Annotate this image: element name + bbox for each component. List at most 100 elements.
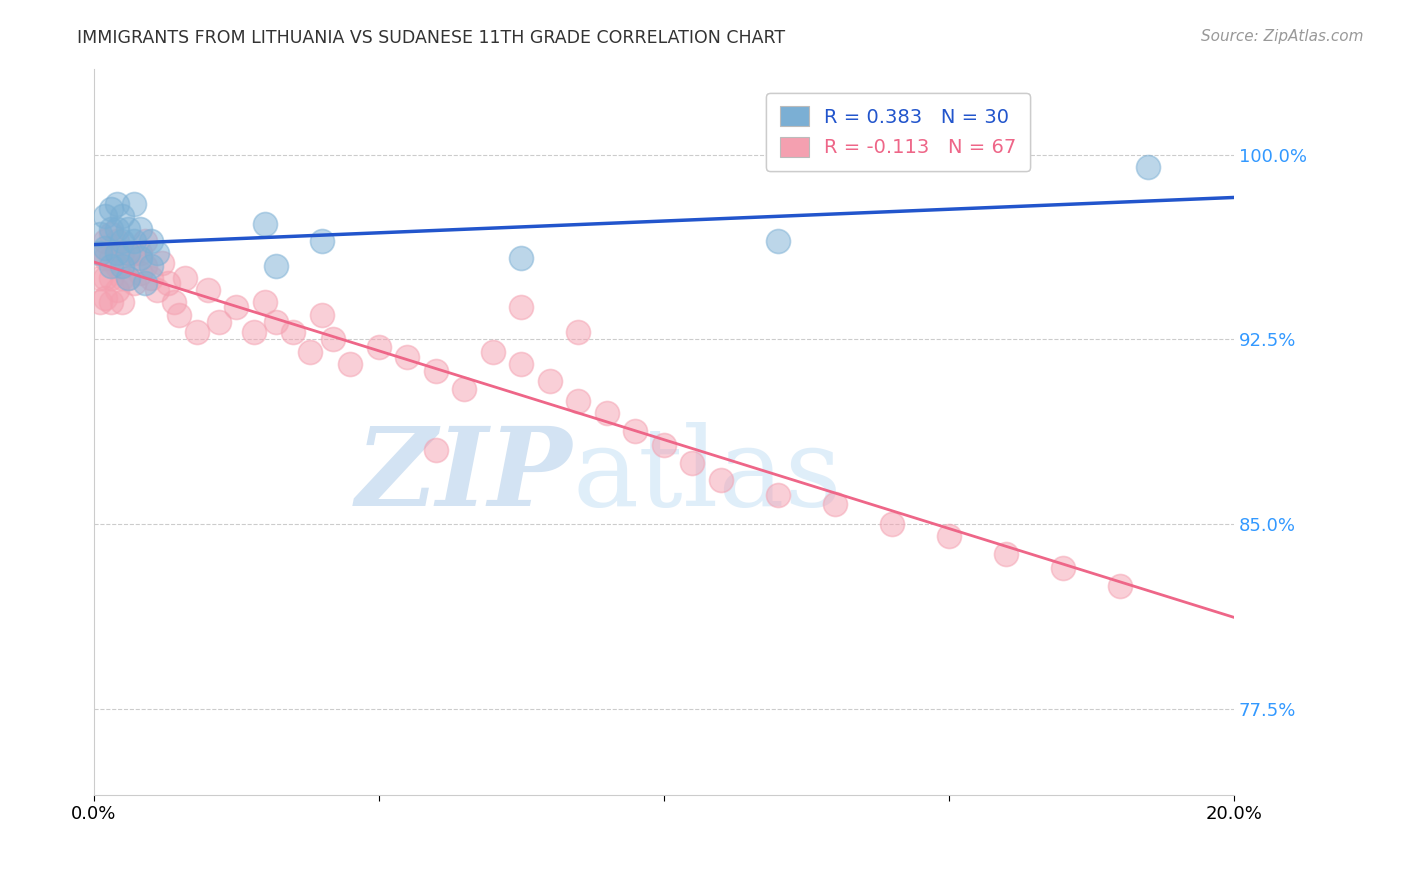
Point: [134, 259, 156, 273]
Text: Source: ZipAtlas.com: Source: ZipAtlas.com: [1201, 29, 1364, 44]
Point: [117, 246, 139, 260]
Point: [128, 246, 150, 260]
Point: [510, 357, 533, 371]
Point: [339, 357, 361, 371]
Point: [111, 259, 134, 273]
Point: [105, 259, 128, 273]
Point: [567, 394, 589, 409]
Point: [1108, 579, 1130, 593]
Point: [994, 547, 1017, 561]
Point: [311, 308, 333, 322]
Point: [596, 406, 619, 420]
Point: [367, 340, 389, 354]
Point: [122, 197, 145, 211]
Point: [652, 438, 675, 452]
Point: [766, 234, 789, 248]
Point: [100, 295, 122, 310]
Point: [163, 295, 186, 310]
Text: ZIP: ZIP: [356, 422, 572, 529]
Point: [266, 315, 288, 329]
Point: [253, 295, 276, 310]
Point: [311, 234, 333, 248]
Point: [100, 251, 122, 265]
Point: [766, 487, 789, 501]
Point: [100, 221, 122, 235]
Point: [396, 350, 419, 364]
Point: [186, 325, 208, 339]
Point: [122, 246, 145, 260]
Point: [567, 325, 589, 339]
Point: [510, 251, 533, 265]
Point: [150, 256, 173, 270]
Point: [938, 529, 960, 543]
Point: [111, 246, 134, 260]
Point: [134, 276, 156, 290]
Point: [111, 234, 134, 248]
Point: [117, 246, 139, 260]
Point: [111, 295, 134, 310]
Point: [134, 234, 156, 248]
Point: [94, 234, 117, 248]
Point: [482, 344, 505, 359]
Point: [105, 246, 128, 260]
Point: [299, 344, 322, 359]
Point: [89, 246, 111, 260]
Point: [89, 271, 111, 285]
Point: [824, 498, 846, 512]
Point: [624, 424, 647, 438]
Point: [105, 283, 128, 297]
Point: [1052, 561, 1074, 575]
Point: [117, 271, 139, 285]
Point: [225, 301, 247, 315]
Point: [111, 271, 134, 285]
Point: [1137, 160, 1160, 174]
Point: [145, 283, 167, 297]
Point: [94, 241, 117, 255]
Point: [322, 333, 344, 347]
Point: [94, 291, 117, 305]
Text: atlas: atlas: [572, 422, 842, 529]
Point: [100, 271, 122, 285]
Point: [510, 301, 533, 315]
Point: [425, 443, 447, 458]
Text: IMMIGRANTS FROM LITHUANIA VS SUDANESE 11TH GRADE CORRELATION CHART: IMMIGRANTS FROM LITHUANIA VS SUDANESE 11…: [77, 29, 786, 46]
Point: [283, 325, 305, 339]
Point: [94, 209, 117, 223]
Point: [122, 234, 145, 248]
Point: [100, 202, 122, 216]
Point: [122, 276, 145, 290]
Point: [880, 517, 903, 532]
Point: [94, 271, 117, 285]
Point: [89, 246, 111, 260]
Point: [128, 221, 150, 235]
Point: [128, 251, 150, 265]
Point: [174, 271, 197, 285]
Point: [197, 283, 219, 297]
Point: [139, 271, 162, 285]
Point: [117, 221, 139, 235]
Legend: R = 0.383   N = 30, R = -0.113   N = 67: R = 0.383 N = 30, R = -0.113 N = 67: [766, 93, 1031, 170]
Point: [242, 325, 264, 339]
Point: [145, 246, 167, 260]
Point: [105, 197, 128, 211]
Point: [169, 308, 191, 322]
Point: [105, 234, 128, 248]
Point: [208, 315, 231, 329]
Point: [89, 227, 111, 241]
Point: [89, 295, 111, 310]
Point: [139, 234, 162, 248]
Point: [425, 364, 447, 378]
Point: [117, 271, 139, 285]
Point: [139, 259, 162, 273]
Point: [681, 456, 703, 470]
Point: [100, 259, 122, 273]
Point: [266, 259, 288, 273]
Point: [94, 251, 117, 265]
Point: [128, 266, 150, 280]
Point: [111, 209, 134, 223]
Point: [710, 473, 733, 487]
Point: [253, 217, 276, 231]
Point: [100, 227, 122, 241]
Point: [453, 382, 475, 396]
Point: [157, 276, 180, 290]
